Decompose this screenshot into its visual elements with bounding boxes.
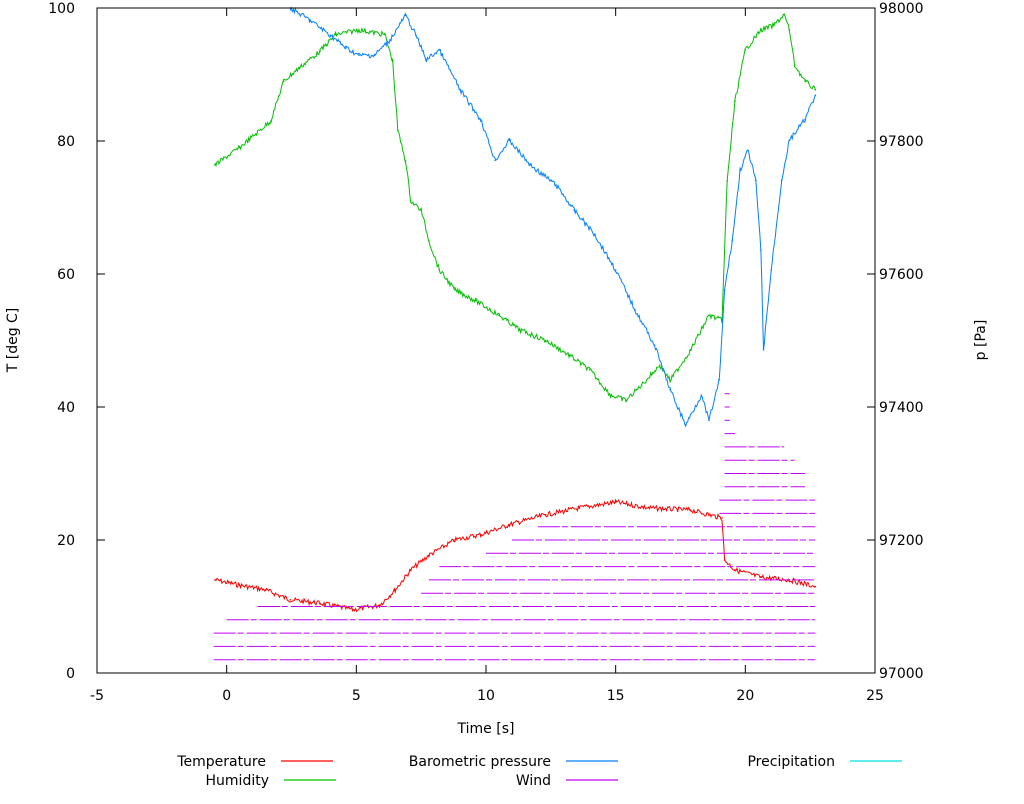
x-tick-label: -5 [90,688,104,704]
y2-tick-label: 97600 [879,267,924,283]
series-humidity [214,13,817,403]
data-point [721,517,723,519]
y2-tick-label: 97400 [879,400,924,416]
x-tick-label: 15 [607,688,625,704]
y2-tick-label: 97800 [879,134,924,150]
data-point [289,599,292,601]
y2-tick-label: 97000 [879,666,924,682]
y-tick-label: 20 [57,533,75,549]
y-tick-label: 0 [66,666,75,682]
data-point [578,507,581,509]
legend: Temperature Humidity Barometric pressure Wi… [176,754,902,789]
legend-label: Precipitation [747,754,835,770]
legend-label: Temperature [176,754,266,770]
y-axis-label: T [deg C] [5,308,21,374]
y-tick-label: 60 [57,267,75,283]
x-tick-label: 5 [352,688,361,704]
x-tick-label: 0 [222,688,231,704]
y2-tick-label: 98000 [879,1,924,17]
y-tick-label: 40 [57,400,75,416]
x-tick-label: 25 [866,688,884,704]
data-point [544,339,547,342]
y-tick-label: 100 [48,1,75,17]
x-tick-label: 20 [736,688,754,704]
legend-label: Barometric pressure [409,754,551,770]
y2-tick-label: 97200 [879,533,924,549]
legend-label: Wind [516,773,551,789]
x-axis-label: Time [s] [457,721,515,737]
series-temperature [214,498,817,613]
series-line [214,13,816,403]
data-point [658,364,661,366]
y2-axis-label: p [Pa] [973,320,989,361]
legend-label: Humidity [206,773,269,789]
data-point [358,54,360,57]
plot-marks [213,6,817,661]
plot-frame [96,7,876,674]
data-point [454,289,456,291]
y-tick-label: 80 [57,134,75,150]
axis-ticks: -5 0 5 10 15 20 25 0 20 40 60 80 100 97000 97200 97400 9… [48,1,923,704]
series-line [214,498,816,613]
series-line [289,6,816,428]
data-point [588,368,591,371]
series-barometric-pressure [289,6,817,428]
series-wind [213,393,816,661]
x-tick-label: 10 [477,688,495,704]
